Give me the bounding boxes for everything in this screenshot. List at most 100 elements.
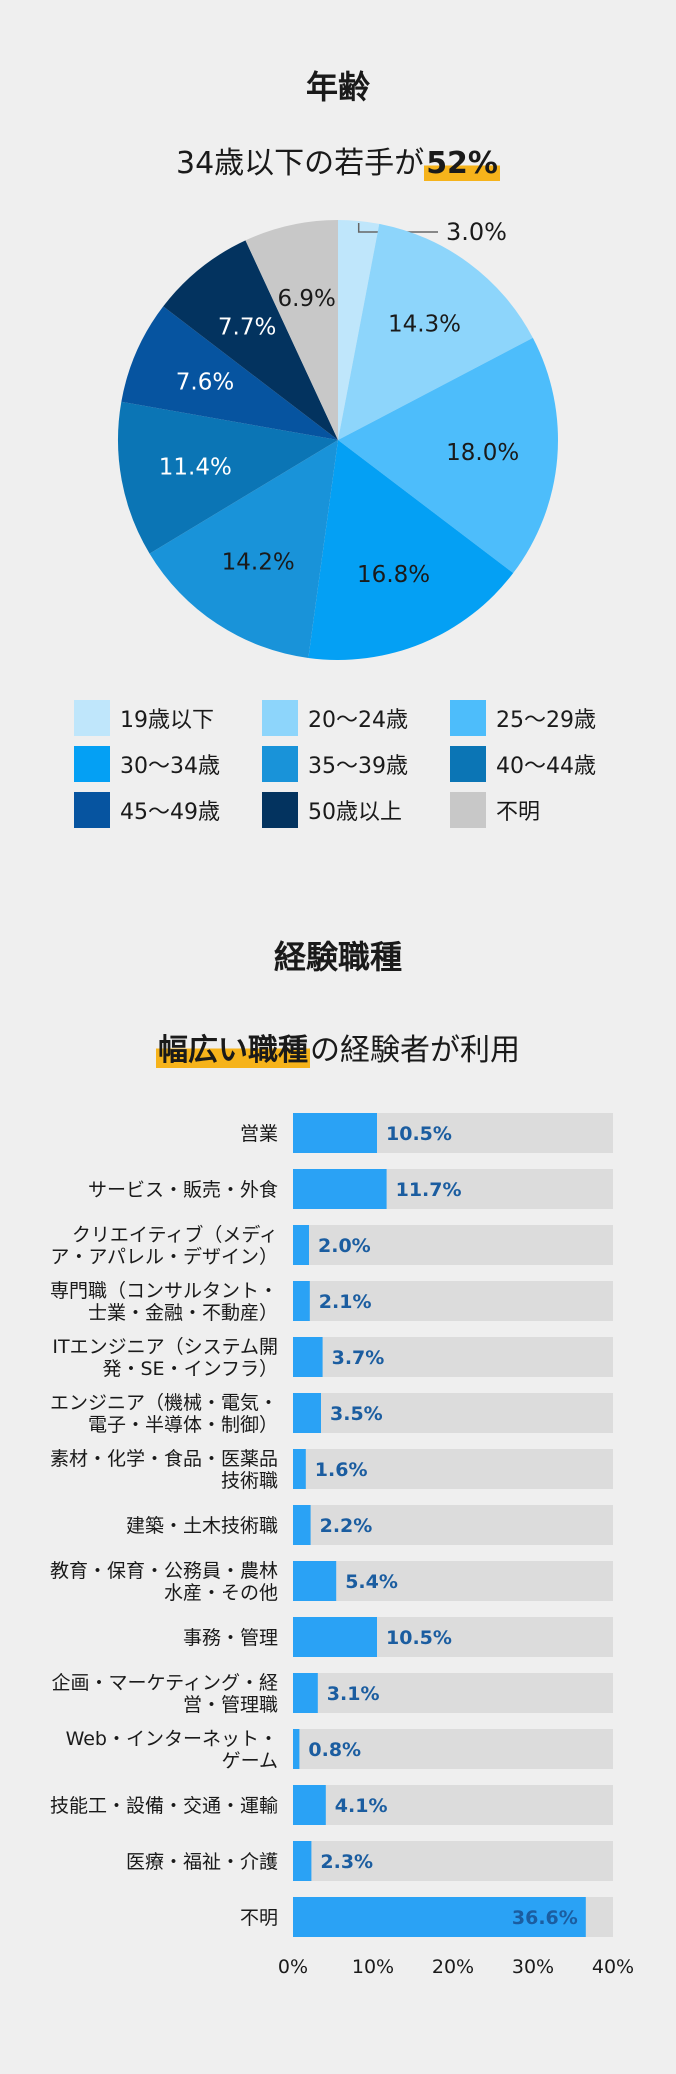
age-headline: 34歳以下の若手が52%: [0, 138, 676, 182]
bar-track: [293, 1729, 613, 1769]
pie-slice-label: 18.0%: [446, 440, 519, 466]
bar-category-label: 素材・化学・食品・医薬品技術職: [50, 1448, 278, 1492]
bar-category-label: 事務・管理: [183, 1627, 278, 1649]
bar-value-label: 5.4%: [345, 1571, 398, 1593]
bar-category-label: クリエイティブ（メディア・アパレル・デザイン）: [50, 1223, 278, 1268]
legend-item: 20〜24歳: [262, 700, 408, 736]
pie-slice-label: 14.3%: [388, 311, 461, 337]
pie-slice-label: 14.2%: [222, 549, 295, 575]
bar: [293, 1673, 318, 1713]
legend-item: 19歳以下: [74, 700, 214, 736]
pie-slice-label: 7.6%: [176, 370, 234, 396]
pie-slice-label: 6.9%: [277, 286, 335, 312]
bar-track: [293, 1673, 613, 1713]
legend-item: 45〜49歳: [74, 792, 220, 828]
legend-item: 25〜29歳: [450, 700, 596, 736]
legend-swatch: [74, 746, 110, 782]
bar-value-label: 2.1%: [319, 1291, 372, 1313]
legend-label: 50歳以上: [308, 800, 402, 825]
bar-value-label: 2.3%: [320, 1851, 373, 1873]
bar: [293, 1169, 387, 1209]
x-tick-label: 20%: [432, 1956, 474, 1978]
bar: [293, 1113, 377, 1153]
bar: [293, 1393, 321, 1433]
pie-slice: [149, 440, 338, 658]
bar: [293, 1337, 323, 1377]
job-headline-highlight: 幅広い職種: [156, 1033, 310, 1068]
bar-value-label: 36.6%: [512, 1907, 578, 1929]
legend-item: 40〜44歳: [450, 746, 596, 782]
legend-swatch: [74, 700, 110, 736]
bar-track: [293, 1225, 613, 1265]
bar: [293, 1841, 312, 1881]
bar-category-label: 企画・マーケティング・経営・管理職: [52, 1672, 278, 1716]
pie-slice-label: 11.4%: [159, 455, 232, 481]
pie-slice: [338, 220, 380, 440]
bar-track: [293, 1393, 613, 1433]
legend-swatch: [262, 746, 298, 782]
pie-slice: [245, 220, 338, 440]
pie-slice: [117, 401, 338, 554]
job-headline: 幅広い職種の経験者が利用: [0, 1025, 676, 1069]
bar-value-label: 11.7%: [396, 1179, 462, 1201]
bar-category-label: ITエンジニア（システム開発・SE・インフラ）: [52, 1336, 278, 1380]
job-section-title: 経験職種: [273, 938, 402, 976]
legend-label: 40〜44歳: [496, 754, 596, 779]
legend-label: 45〜49歳: [120, 800, 220, 825]
bar-track: [293, 1449, 613, 1489]
legend-item: 30〜34歳: [74, 746, 220, 782]
bar-value-label: 3.1%: [327, 1683, 380, 1705]
bar-category-label: Web・インターネット・ゲーム: [66, 1728, 278, 1772]
legend-label: 20〜24歳: [308, 708, 408, 733]
bar: [293, 1561, 337, 1601]
bar-track: [293, 1561, 613, 1601]
bar-category-label: 教育・保育・公務員・農林水産・その他: [50, 1560, 278, 1604]
bar: [293, 1505, 311, 1545]
pie-slice: [163, 240, 338, 440]
bar: [293, 1785, 326, 1825]
legend-label: 不明: [496, 800, 541, 825]
bar-value-label: 4.1%: [335, 1795, 388, 1817]
bar: [293, 1897, 586, 1937]
bar: [293, 1729, 300, 1769]
bar-category-label: 営業: [240, 1123, 278, 1145]
bar-category-label: サービス・販売・外食: [88, 1179, 278, 1201]
bar-value-label: 10.5%: [386, 1627, 452, 1649]
pie-slice: [338, 337, 558, 574]
legend-label: 35〜39歳: [308, 754, 408, 779]
legend-swatch: [262, 700, 298, 736]
legend-label: 19歳以下: [120, 708, 214, 733]
bar-track: [293, 1841, 613, 1881]
legend-swatch: [450, 792, 486, 828]
bar-track: [293, 1337, 613, 1377]
age-headline-highlight: 52%: [424, 146, 500, 181]
bar-track: [293, 1785, 613, 1825]
pie-slice-label: 16.8%: [357, 562, 430, 588]
legend-item: 不明: [450, 792, 540, 828]
bar-category-label: 技能工・設備・交通・運輸: [50, 1795, 278, 1817]
legend-swatch: [450, 746, 486, 782]
bar-value-label: 0.8%: [308, 1739, 361, 1761]
bar: [293, 1281, 310, 1321]
legend-item: 35〜39歳: [262, 746, 408, 782]
x-tick-label: 10%: [352, 1956, 394, 1978]
bar-track: [293, 1281, 613, 1321]
bar-category-label: エンジニア（機械・電気・電子・半導体・制御）: [50, 1392, 278, 1436]
bar-category-label: 医療・福祉・介護: [126, 1851, 278, 1873]
bar-value-label: 1.6%: [315, 1459, 368, 1481]
bar-value-label: 3.5%: [330, 1403, 383, 1425]
age-headline-text: 34歳以下の若手が: [176, 146, 425, 181]
pie-slice: [338, 223, 533, 440]
x-tick-label: 0%: [278, 1956, 308, 1978]
x-tick-label: 40%: [592, 1956, 634, 1978]
bar: [293, 1225, 309, 1265]
pie-slice: [308, 440, 514, 660]
bar-track: [293, 1505, 613, 1545]
pie-leader-line: [357, 223, 438, 233]
bar: [293, 1617, 377, 1657]
bar-category-label: 不明: [240, 1907, 278, 1929]
x-tick-label: 30%: [512, 1956, 554, 1978]
pie-slice-label: 7.7%: [218, 315, 276, 341]
job-headline-text: の経験者が利用: [310, 1033, 520, 1068]
legend-label: 25〜29歳: [496, 708, 596, 733]
